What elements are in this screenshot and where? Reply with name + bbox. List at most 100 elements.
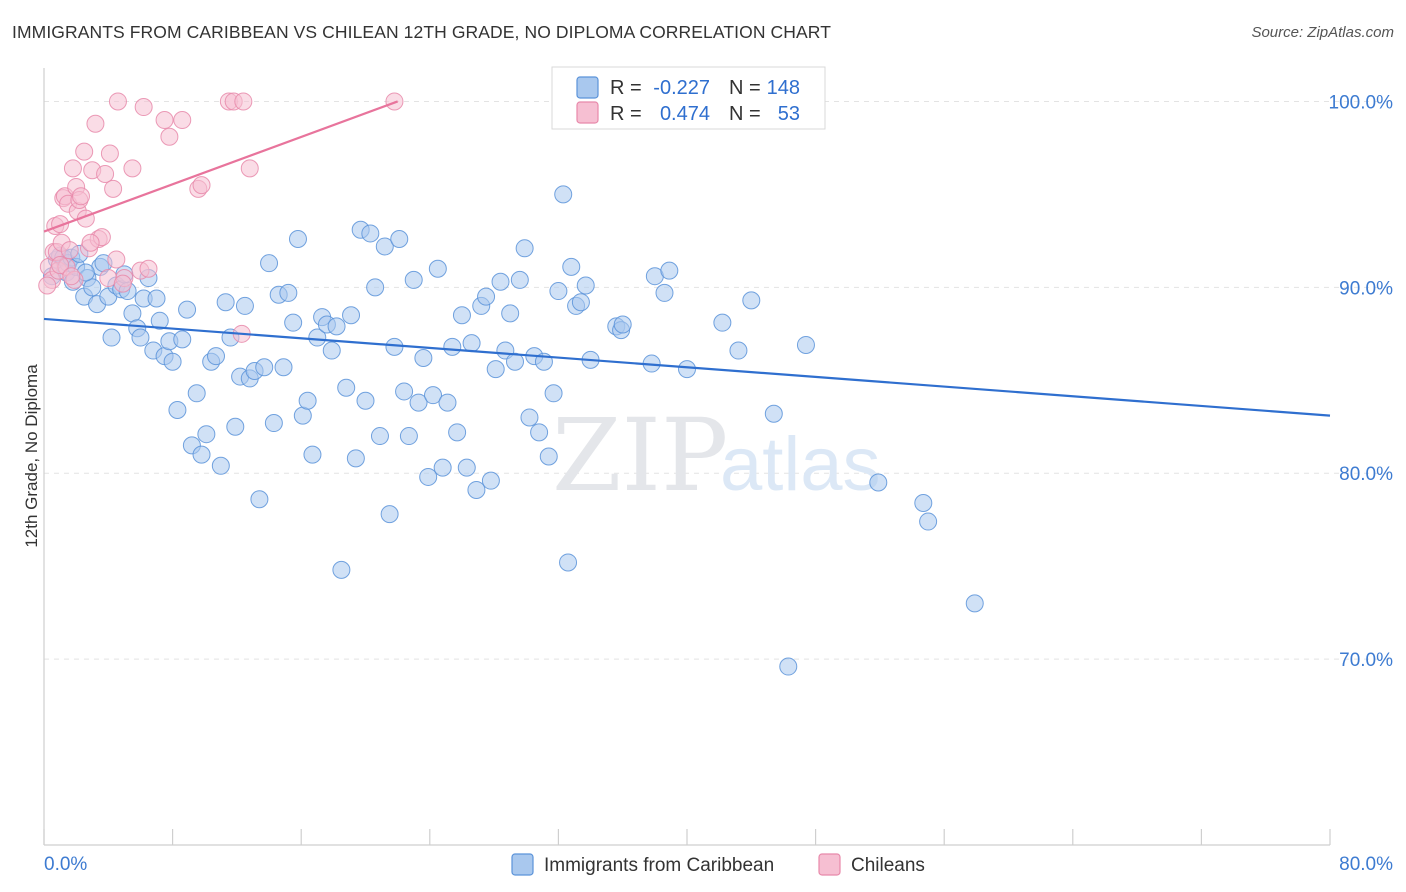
data-point [448,423,467,442]
stats-r-label-chileans: R = [610,103,642,125]
stats-r-value-caribbean: -0.227 [653,77,710,99]
data-point [187,384,206,403]
data-point [63,159,82,178]
data-point [197,425,216,444]
data-point [390,230,409,249]
watermark-zip: ZIP [552,397,728,514]
data-point [576,276,595,295]
data-point [544,384,563,403]
data-point [375,237,394,256]
data-point [298,391,317,410]
data-point [404,270,423,289]
data-point [914,493,933,512]
data-point [660,261,679,280]
data-point [264,414,283,433]
data-point [729,341,748,360]
data-point [104,179,123,198]
data-point [96,164,115,183]
y-tick-label: 70.0% [1339,650,1393,671]
data-point [655,283,674,302]
data-point [796,335,815,354]
data-point [322,341,341,360]
data-point [62,267,81,286]
data-point [571,293,590,312]
data-point [207,347,226,366]
data-point [764,404,783,423]
x-tick-label-min: 0.0% [44,854,87,875]
data-point [102,328,121,347]
data-point [481,471,500,490]
data-point [539,447,558,466]
data-point [467,480,486,499]
data-point [869,473,888,492]
data-point [131,328,150,347]
data-point [60,241,79,260]
data-point [147,289,166,308]
data-point [361,224,380,243]
data-point [428,259,447,278]
data-point [419,467,438,486]
data-point [346,449,365,468]
y-tick-label: 90.0% [1339,278,1393,299]
data-point [240,159,259,178]
data-point [342,306,361,325]
data-point [385,92,404,111]
data-point [279,283,298,302]
source-label: Source: ZipAtlas.com [1251,24,1394,41]
data-point [409,393,428,412]
data-point [515,239,534,258]
data-point [113,274,132,293]
data-point [452,306,471,325]
legend-swatch-caribbean [511,853,534,876]
data-point [274,358,293,377]
data-point [486,360,505,379]
data-point [457,458,476,477]
data-point [520,408,539,427]
data-point [303,445,322,464]
data-point [250,490,269,509]
data-point [965,594,984,613]
data-point [549,282,568,301]
data-point [554,185,573,204]
data-point [501,304,520,323]
data-point [510,270,529,289]
data-point [123,159,142,178]
legend-label-chileans: Chileans [851,855,925,876]
axes [43,68,1331,846]
data-point [150,311,169,330]
data-point [288,230,307,249]
y-tick-label: 100.0% [1329,92,1394,113]
data-point [779,657,798,676]
data-point [100,144,119,163]
stats-legend-swatch-chileans [576,101,599,124]
data-point [139,259,158,278]
stats-legend-swatch-caribbean [576,76,599,99]
data-point [260,254,279,273]
watermark: ZIP atlas [552,397,881,514]
data-point [163,352,182,371]
data-point [155,111,174,130]
series-chileans [38,92,404,343]
data-point [107,250,126,269]
bottom-legend: Immigrants from Caribbean Chileans [511,853,925,876]
data-point [327,317,346,336]
data-point [370,427,389,446]
data-point [399,427,418,446]
data-point [613,315,632,334]
data-point [71,187,90,206]
data-point [38,276,57,295]
data-point [192,445,211,464]
stats-legend: R = -0.227 N = 148 R = 0.474 N = 53 [551,66,826,130]
data-point [75,142,94,161]
data-point [81,233,100,252]
data-point [337,378,356,397]
legend-swatch-chileans [818,853,841,876]
data-point [414,348,433,367]
data-point [443,337,462,356]
data-point [713,313,732,332]
data-point [530,423,549,442]
data-point [284,313,303,332]
data-point [108,92,127,111]
data-point [211,456,230,475]
